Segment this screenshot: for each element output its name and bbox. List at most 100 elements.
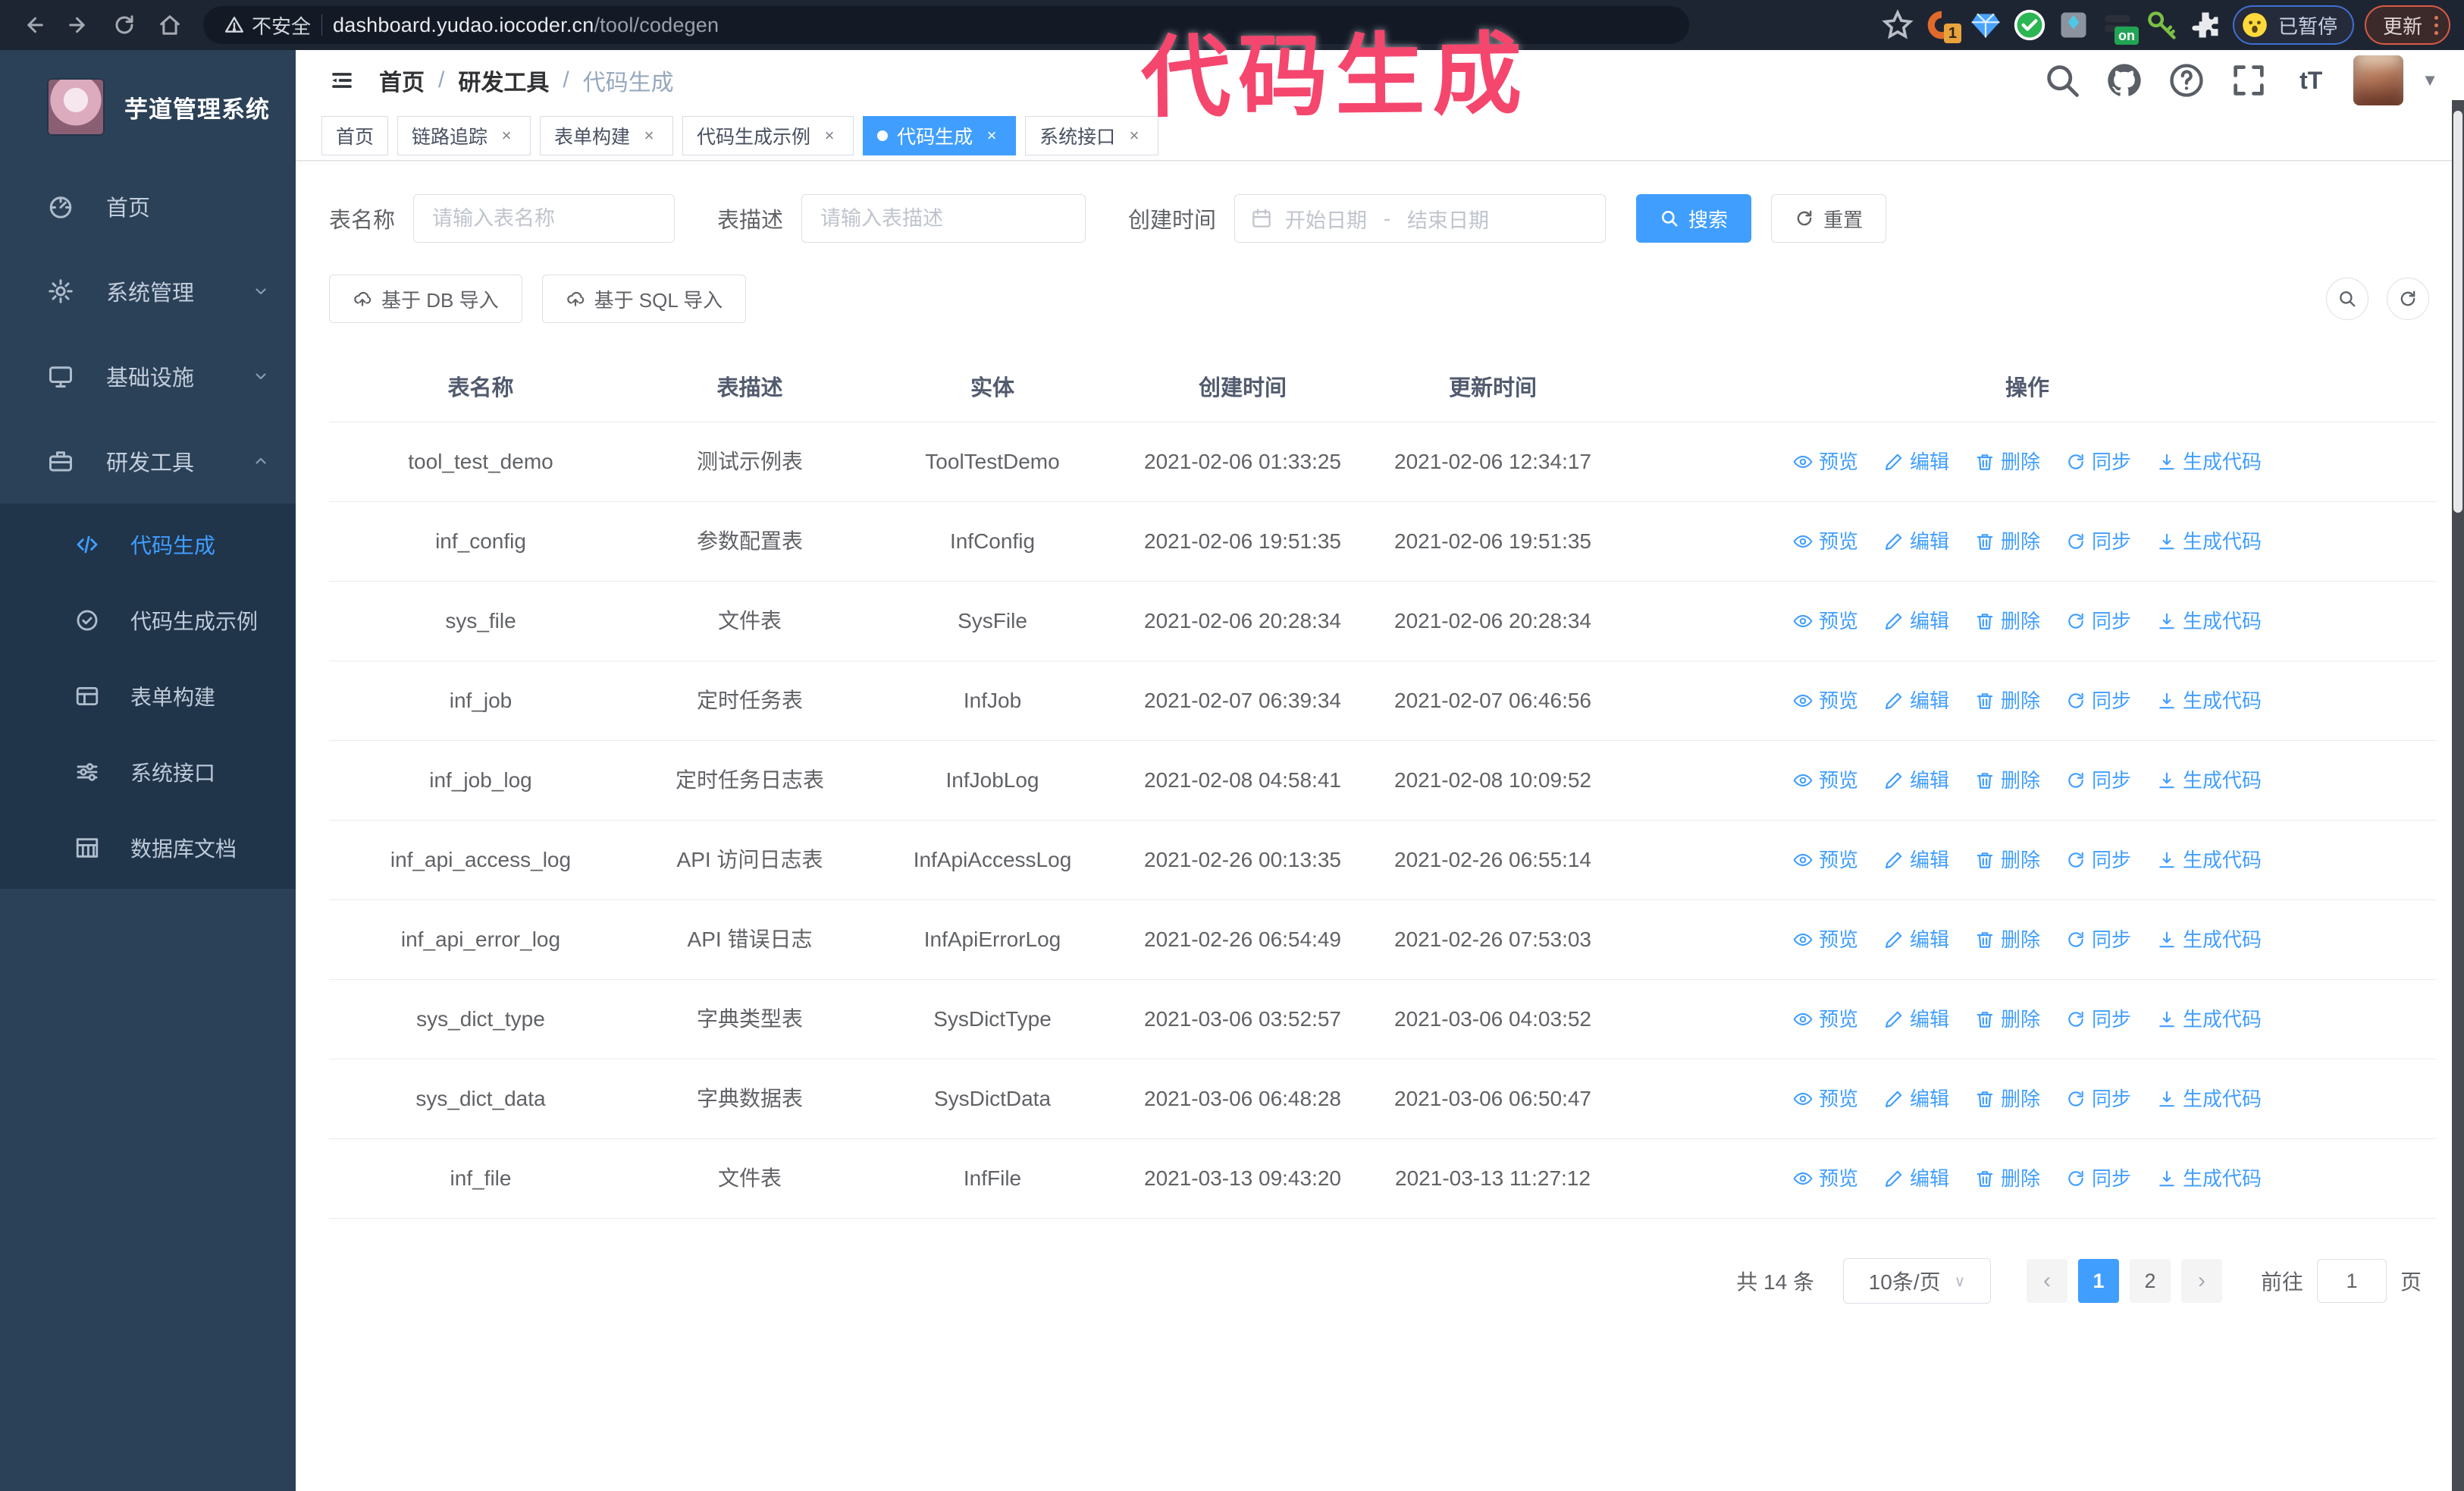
action-编辑[interactable]: 编辑 <box>1884 843 1949 877</box>
sidebar-item-基础设施[interactable]: 基础设施 <box>0 334 296 419</box>
action-生成代码[interactable]: 生成代码 <box>2157 445 2262 479</box>
paused-extension-pill[interactable]: 已暂停 <box>2232 5 2354 45</box>
action-生成代码[interactable]: 生成代码 <box>2157 604 2262 638</box>
tab-首页[interactable]: 首页 <box>321 115 389 155</box>
tab-close-icon[interactable]: × <box>986 125 997 145</box>
tab-close-icon[interactable]: × <box>644 125 654 145</box>
action-预览[interactable]: 预览 <box>1793 1162 1858 1195</box>
browser-update-button[interactable]: 更新 <box>2364 5 2450 45</box>
extension-gray-icon[interactable] <box>2057 8 2090 42</box>
table-desc-input[interactable] <box>801 194 1086 243</box>
hamburger-toggle[interactable] <box>321 60 362 101</box>
extension-orange-icon[interactable]: 1 <box>1925 8 1961 43</box>
action-预览[interactable]: 预览 <box>1793 604 1858 638</box>
action-编辑[interactable]: 编辑 <box>1884 1082 1949 1116</box>
next-page-button[interactable]: › <box>2180 1259 2222 1303</box>
submenu-item-表单构建[interactable]: 表单构建 <box>0 658 296 734</box>
bookmark-star-icon[interactable] <box>1881 8 1914 42</box>
sidebar-item-研发工具[interactable]: 研发工具 <box>0 419 296 504</box>
action-生成代码[interactable]: 生成代码 <box>2157 1003 2262 1036</box>
action-删除[interactable]: 删除 <box>1975 684 2040 717</box>
action-生成代码[interactable]: 生成代码 <box>2157 764 2262 797</box>
page-size-select[interactable]: 10条/页 ∨ <box>1842 1258 1991 1304</box>
browser-reload-button[interactable] <box>105 5 144 45</box>
action-删除[interactable]: 删除 <box>1975 923 2040 956</box>
page-button-1[interactable]: 1 <box>2077 1259 2119 1303</box>
tab-代码生成示例[interactable]: 代码生成示例 × <box>682 115 854 155</box>
page-button-2[interactable]: 2 <box>2129 1259 2171 1303</box>
action-预览[interactable]: 预览 <box>1793 764 1858 797</box>
tab-表单构建[interactable]: 表单构建 × <box>540 115 674 155</box>
tab-代码生成[interactable]: 代码生成 × <box>863 115 1017 155</box>
action-同步[interactable]: 同步 <box>2066 1162 2131 1195</box>
action-预览[interactable]: 预览 <box>1793 843 1858 877</box>
action-生成代码[interactable]: 生成代码 <box>2157 1082 2262 1116</box>
submenu-item-数据库文档[interactable]: 数据库文档 <box>0 810 296 886</box>
tab-系统接口[interactable]: 系统接口 × <box>1025 115 1159 155</box>
action-预览[interactable]: 预览 <box>1793 684 1858 717</box>
security-warning[interactable]: 不安全 <box>224 11 311 39</box>
action-生成代码[interactable]: 生成代码 <box>2157 684 2262 717</box>
action-预览[interactable]: 预览 <box>1793 445 1858 479</box>
action-编辑[interactable]: 编辑 <box>1884 445 1949 479</box>
action-同步[interactable]: 同步 <box>2066 445 2131 479</box>
address-bar[interactable]: 不安全 dashboard.yudao.iocoder.cn/tool/code… <box>203 6 1689 44</box>
breadcrumb-item[interactable]: 首页 <box>379 71 425 96</box>
action-编辑[interactable]: 编辑 <box>1884 525 1949 558</box>
action-预览[interactable]: 预览 <box>1793 525 1858 558</box>
browser-back-button[interactable] <box>14 5 53 45</box>
sidebar-logo-row[interactable]: 芋道管理系统 <box>0 50 296 164</box>
scrollbar-thumb[interactable] <box>2453 111 2462 513</box>
action-编辑[interactable]: 编辑 <box>1884 604 1949 638</box>
action-编辑[interactable]: 编辑 <box>1884 764 1949 797</box>
action-同步[interactable]: 同步 <box>2066 1082 2131 1116</box>
prev-page-button[interactable]: ‹ <box>2026 1259 2067 1303</box>
action-编辑[interactable]: 编辑 <box>1884 684 1949 717</box>
action-同步[interactable]: 同步 <box>2066 604 2131 638</box>
help-icon[interactable] <box>2167 61 2206 100</box>
extension-proxy-icon[interactable]: on <box>2101 8 2139 45</box>
action-预览[interactable]: 预览 <box>1793 1003 1858 1036</box>
extension-green-check-icon[interactable] <box>2013 8 2046 42</box>
action-生成代码[interactable]: 生成代码 <box>2157 923 2262 956</box>
action-同步[interactable]: 同步 <box>2066 843 2131 877</box>
action-编辑[interactable]: 编辑 <box>1884 1003 1949 1036</box>
extension-key-icon[interactable] <box>2145 8 2178 42</box>
action-删除[interactable]: 删除 <box>1975 1003 2040 1036</box>
action-删除[interactable]: 删除 <box>1975 525 2040 558</box>
action-预览[interactable]: 预览 <box>1793 1082 1858 1116</box>
action-同步[interactable]: 同步 <box>2066 525 2131 558</box>
goto-page-input[interactable] <box>2316 1259 2387 1303</box>
action-同步[interactable]: 同步 <box>2066 764 2131 797</box>
reset-button[interactable]: 重置 <box>1771 194 1887 243</box>
sidebar-item-系统管理[interactable]: 系统管理 <box>0 249 296 334</box>
breadcrumb-item[interactable]: 研发工具 <box>458 71 550 96</box>
action-同步[interactable]: 同步 <box>2066 684 2131 717</box>
avatar[interactable] <box>2353 55 2404 105</box>
avatar-caret-icon[interactable]: ▼ <box>2422 71 2438 89</box>
action-生成代码[interactable]: 生成代码 <box>2157 1162 2262 1195</box>
action-删除[interactable]: 删除 <box>1975 764 2040 797</box>
github-icon[interactable] <box>2105 61 2144 100</box>
browser-menu-icon[interactable] <box>2434 15 2438 35</box>
action-生成代码[interactable]: 生成代码 <box>2157 843 2262 877</box>
table-name-input[interactable] <box>413 194 676 243</box>
browser-home-button[interactable] <box>150 5 190 45</box>
tab-链路追踪[interactable]: 链路追踪 × <box>397 115 531 155</box>
font-size-icon[interactable]: tT <box>2299 66 2323 94</box>
browser-forward-button[interactable] <box>59 5 99 45</box>
tab-close-icon[interactable]: × <box>1129 125 1140 145</box>
action-删除[interactable]: 删除 <box>1975 445 2040 479</box>
toggle-search-button[interactable] <box>2326 278 2368 320</box>
tab-close-icon[interactable]: × <box>501 125 512 145</box>
action-同步[interactable]: 同步 <box>2066 1003 2131 1036</box>
tab-close-icon[interactable]: × <box>824 125 835 145</box>
action-同步[interactable]: 同步 <box>2066 923 2131 956</box>
extension-gem-icon[interactable] <box>1969 8 2002 42</box>
header-search-icon[interactable] <box>2042 61 2082 100</box>
submenu-item-代码生成[interactable]: 代码生成 <box>0 507 296 582</box>
action-编辑[interactable]: 编辑 <box>1884 923 1949 956</box>
extensions-puzzle-icon[interactable] <box>2189 8 2222 42</box>
refresh-table-button[interactable] <box>2387 278 2429 320</box>
import-sql-button[interactable]: 基于 SQL 导入 <box>541 275 747 323</box>
